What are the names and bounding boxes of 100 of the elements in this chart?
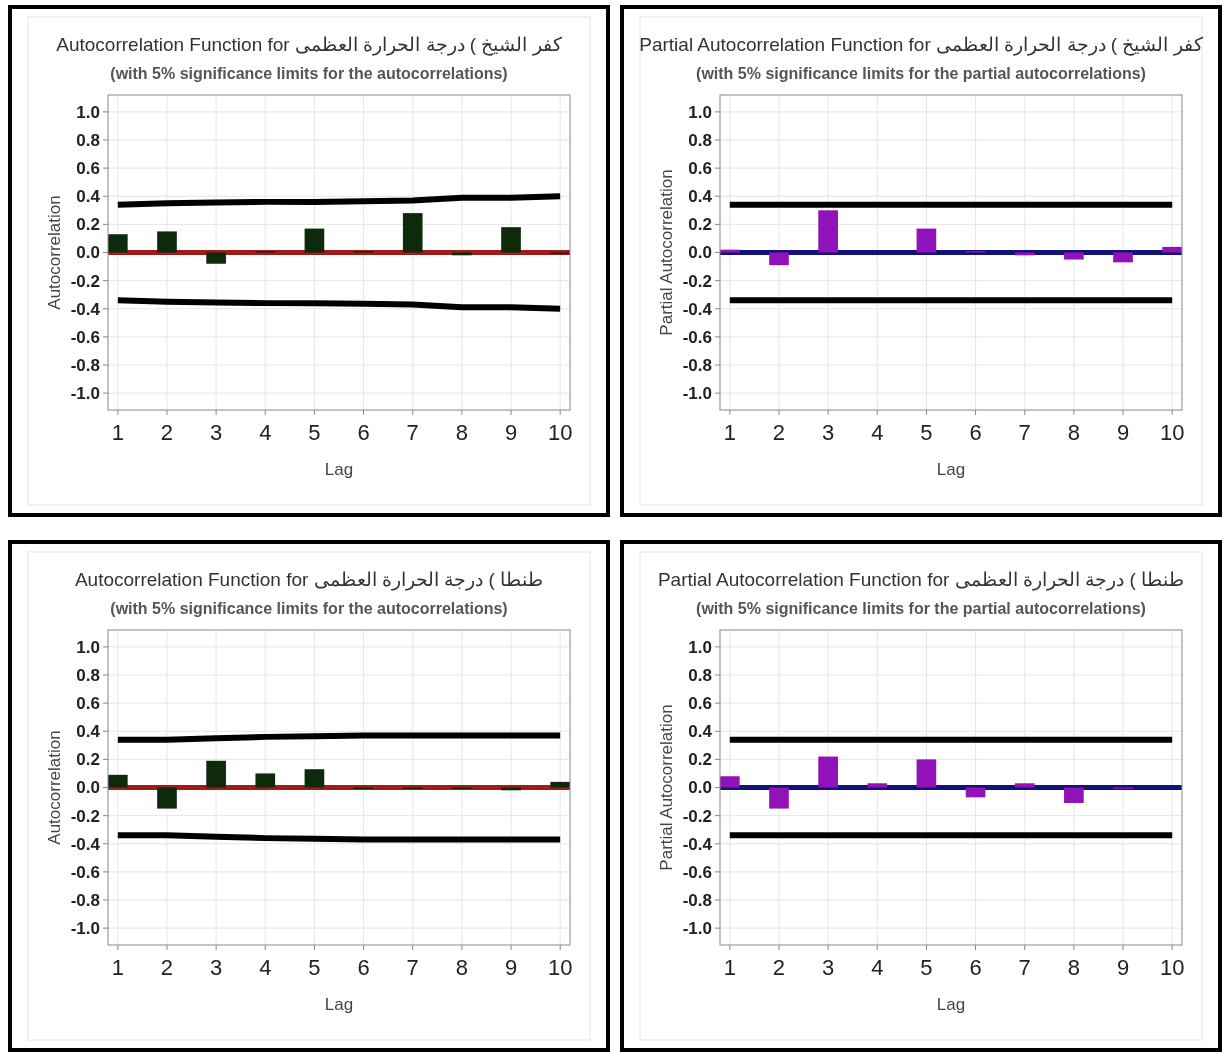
y-tick-label: 1.0 [688, 637, 712, 657]
bar [255, 773, 276, 788]
bar [1113, 252, 1133, 263]
x-tick-label: 7 [406, 420, 419, 445]
bar [867, 783, 888, 788]
y-tick-label: 0.6 [688, 694, 712, 714]
x-tick-label: 1 [723, 420, 736, 445]
x-tick-label: 8 [1067, 420, 1080, 445]
bar [818, 756, 838, 788]
bar [304, 769, 325, 788]
y-tick-label: 0.0 [688, 778, 712, 798]
x-tick-label: 3 [210, 955, 223, 980]
y-tick-label: 0.8 [688, 130, 712, 150]
x-tick-label: 4 [871, 420, 884, 445]
bar [1064, 252, 1084, 260]
y-tick-label: -1.0 [682, 384, 712, 404]
y-tick-label: 0.6 [688, 159, 712, 179]
chart-title: Autocorrelation Function for كفر الشيخ ) درجة الحرارة العظمى [56, 34, 563, 56]
y-tick-label: 0.2 [76, 215, 100, 235]
y-tick-label: 0.2 [688, 215, 712, 235]
bar [157, 787, 177, 809]
bar [402, 213, 423, 253]
x-axis-title: Lag [324, 995, 354, 1014]
x-tick-label: 1 [111, 955, 124, 980]
y-tick-label: -0.2 [70, 806, 100, 826]
x-tick-label: 6 [969, 955, 982, 980]
x-tick-label: 2 [160, 955, 174, 980]
x-tick-label: 9 [504, 420, 518, 445]
y-tick-label: 0.6 [76, 694, 100, 714]
x-tick-label: 1 [111, 420, 124, 445]
y-tick-label: -0.6 [70, 862, 100, 882]
bar [1064, 787, 1084, 803]
x-tick-label: 2 [772, 420, 786, 445]
x-tick-label: 3 [822, 955, 835, 980]
bar [304, 228, 325, 253]
y-tick-label: 1.0 [76, 637, 100, 657]
y-tick-label: 0.4 [76, 187, 101, 207]
y-tick-label: -0.6 [682, 327, 712, 347]
y-tick-label: 0.2 [76, 750, 100, 770]
y-tick-label: -0.8 [70, 355, 100, 375]
x-tick-label: 10 [547, 955, 573, 980]
x-tick-label: 7 [1018, 955, 1031, 980]
x-tick-label: 6 [357, 955, 370, 980]
x-tick-label: 7 [406, 955, 419, 980]
y-tick-label: -0.4 [70, 299, 101, 319]
y-tick-label: -0.2 [682, 806, 712, 826]
x-axis-title: Lag [324, 460, 354, 479]
x-tick-label: 5 [308, 955, 321, 980]
bar [1162, 246, 1182, 253]
y-tick-label: 1.0 [76, 102, 100, 122]
x-tick-label: 9 [504, 955, 518, 980]
y-tick-label: -0.6 [682, 862, 712, 882]
y-axis-title: Autocorrelation [45, 730, 64, 845]
y-tick-label: 0.4 [688, 187, 713, 207]
y-tick-label: -0.4 [682, 299, 713, 319]
y-tick-label: -0.8 [70, 890, 100, 910]
x-tick-label: 6 [357, 420, 370, 445]
x-tick-label: 9 [1116, 955, 1130, 980]
x-tick-label: 5 [920, 955, 933, 980]
x-tick-label: 10 [1159, 955, 1185, 980]
y-axis-title: Autocorrelation [45, 195, 64, 310]
y-axis-title: Partial Autocorrelation [657, 704, 676, 871]
x-tick-label: 5 [920, 420, 933, 445]
x-tick-label: 8 [1067, 955, 1080, 980]
x-tick-label: 4 [871, 955, 884, 980]
y-tick-label: -0.4 [682, 834, 713, 854]
x-tick-label: 2 [160, 420, 174, 445]
y-tick-label: 0.8 [688, 665, 712, 685]
y-tick-label: -1.0 [70, 384, 100, 404]
bar [550, 781, 570, 788]
y-tick-label: -0.4 [70, 834, 101, 854]
y-tick-label: -0.2 [682, 271, 712, 291]
chart-subtitle: (with 5% significance limits for the partial autocorrelations) [696, 600, 1146, 617]
chart-title: Partial Autocorrelation Function for كفر الشيخ ) درجة الحرارة العظمى [639, 34, 1204, 56]
x-tick-label: 6 [969, 420, 982, 445]
y-tick-label: 0.8 [76, 665, 100, 685]
bar [206, 252, 226, 264]
y-tick-label: 0.4 [76, 722, 101, 742]
x-axis-title: Lag [936, 995, 966, 1014]
x-tick-label: 3 [210, 420, 223, 445]
chart-title: Partial Autocorrelation Function for طنطا ) درجة الحرارة العظمى [657, 569, 1185, 591]
x-tick-label: 3 [822, 420, 835, 445]
bar [157, 231, 177, 253]
x-tick-label: 9 [1116, 420, 1130, 445]
y-tick-label: 0.0 [688, 243, 712, 263]
y-tick-label: -0.8 [682, 890, 712, 910]
y-tick-label: 0.0 [76, 778, 100, 798]
x-tick-label: 2 [772, 955, 786, 980]
y-tick-label: -0.2 [70, 271, 100, 291]
bar [501, 227, 521, 253]
y-tick-label: -0.8 [682, 355, 712, 375]
chart-subtitle: (with 5% significance limits for the autocorrelations) [110, 600, 508, 617]
bar [818, 210, 838, 253]
bar [108, 234, 128, 253]
bar [916, 759, 937, 788]
x-tick-label: 5 [308, 420, 321, 445]
bar [916, 228, 937, 253]
x-axis-title: Lag [936, 460, 966, 479]
bar [720, 249, 740, 253]
bar [769, 787, 789, 809]
